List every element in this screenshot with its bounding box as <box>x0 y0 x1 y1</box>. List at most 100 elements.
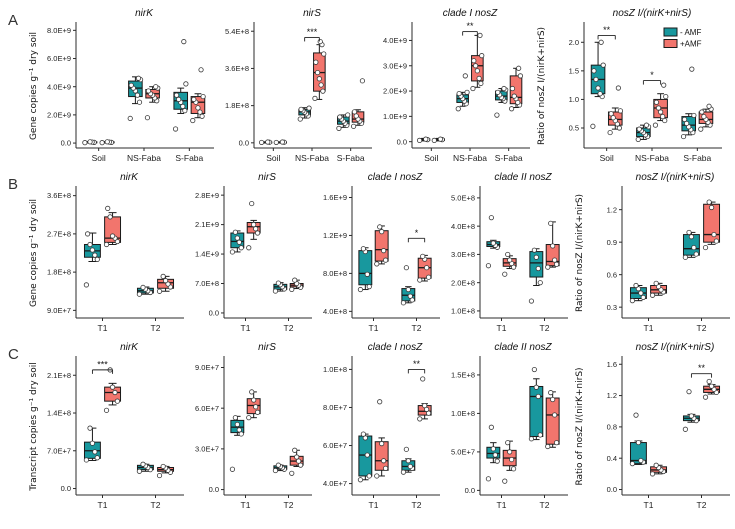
data-point <box>552 257 558 263</box>
data-point <box>417 277 423 283</box>
data-point <box>195 105 201 111</box>
data-point <box>652 122 659 128</box>
data-point <box>366 473 372 479</box>
data-point <box>306 105 312 111</box>
data-point <box>254 230 261 236</box>
data-point <box>437 136 444 142</box>
data-point <box>107 214 113 220</box>
data-point <box>272 288 279 294</box>
data-point <box>653 99 660 105</box>
data-point <box>400 469 407 475</box>
data-point <box>407 293 413 299</box>
data-point <box>470 85 476 92</box>
data-point <box>249 200 255 207</box>
y-tick-label: 1.2 <box>607 205 617 214</box>
data-point <box>416 137 423 144</box>
data-point <box>82 140 88 146</box>
data-point <box>550 396 556 403</box>
data-point <box>232 229 238 235</box>
data-point <box>488 215 494 221</box>
data-point <box>289 286 295 292</box>
boxplot-nirs: 0.0 3.0E+7 6.0E+7 9.0E+7 T1 T2 nirS <box>195 342 312 510</box>
data-point <box>691 112 697 119</box>
data-point <box>134 92 141 98</box>
data-point <box>548 390 554 396</box>
y-tick-label: 7.0E+7 <box>47 446 71 455</box>
data-point <box>494 458 500 464</box>
data-point <box>275 280 281 286</box>
boxplot-nirs: 0.0 1.8E+8 3.6E+8 5.4E+8 Soil NS-Faba S-Faba ni… <box>225 8 372 163</box>
y-tick-label: 5.4E+8 <box>225 27 249 36</box>
data-point <box>190 117 196 124</box>
data-point <box>236 427 242 433</box>
y-tick-label: 4.0E+9 <box>383 36 407 45</box>
data-point <box>114 238 121 245</box>
y-tick-label: 4.0E+8 <box>323 307 347 316</box>
data-point <box>379 229 385 235</box>
y-tick-label: 8.0E+8 <box>323 269 347 278</box>
y-tick-label: 1.5E+8 <box>451 371 475 380</box>
data-point <box>663 93 669 100</box>
data-point <box>593 76 599 83</box>
x-tick-label: S-Faba <box>495 153 523 163</box>
data-point <box>104 139 110 145</box>
significance-label: ** <box>466 21 474 31</box>
data-point <box>351 123 357 129</box>
data-point <box>296 458 302 464</box>
data-point <box>160 273 166 279</box>
data-point <box>87 425 93 431</box>
data-point <box>701 113 707 120</box>
data-point <box>688 413 695 419</box>
data-point <box>320 88 326 94</box>
data-point <box>313 59 319 65</box>
x-tick-label: NS-Faba <box>127 153 161 163</box>
x-tick-label: S-Faba <box>337 153 365 163</box>
data-point <box>420 376 426 382</box>
y-tick-label: 1.0 <box>569 95 579 104</box>
x-tick-label: T1 <box>369 323 379 333</box>
data-point <box>474 68 480 74</box>
box-plus-amf <box>545 397 560 445</box>
data-point <box>610 115 616 121</box>
data-point <box>653 462 659 468</box>
data-point <box>251 222 257 228</box>
legend-swatch-minus_amf <box>663 27 678 37</box>
y-axis-label: Gene copies g⁻¹ dry soil <box>29 199 39 307</box>
x-tick-label: NS-Faba <box>295 153 329 163</box>
data-point <box>682 426 688 432</box>
x-tick-label: Soil <box>424 153 438 163</box>
data-point <box>423 136 429 142</box>
significance-label: * <box>650 70 654 80</box>
data-point <box>629 298 635 304</box>
data-point <box>297 116 303 122</box>
data-point <box>511 93 517 99</box>
data-point <box>417 416 423 422</box>
y-axis-label: Ratio of nosZ I/(nirK+nirS) <box>575 367 585 485</box>
data-point <box>638 457 644 464</box>
data-point <box>200 93 206 100</box>
data-point <box>660 113 666 120</box>
data-point <box>357 286 364 293</box>
data-point <box>379 441 385 447</box>
data-point <box>364 452 370 458</box>
x-tick-label: T2 <box>697 500 707 510</box>
data-point <box>156 288 163 294</box>
data-point <box>528 436 535 442</box>
data-point <box>381 248 387 254</box>
data-point <box>191 96 197 102</box>
data-point <box>517 73 524 79</box>
data-point <box>229 249 236 255</box>
data-point <box>103 241 110 248</box>
data-point <box>144 115 151 121</box>
y-tick-label: 3.0E+7 <box>195 444 219 453</box>
data-point <box>510 466 517 472</box>
data-point <box>279 139 286 145</box>
data-point <box>318 82 324 88</box>
plot-title: nirK <box>120 172 139 183</box>
y-tick-label: 9.0E+7 <box>47 306 71 315</box>
data-point <box>702 244 709 251</box>
data-point <box>359 78 366 84</box>
data-point <box>351 109 358 115</box>
data-point <box>505 440 511 446</box>
y-tick-label: 0.0 <box>465 486 475 495</box>
